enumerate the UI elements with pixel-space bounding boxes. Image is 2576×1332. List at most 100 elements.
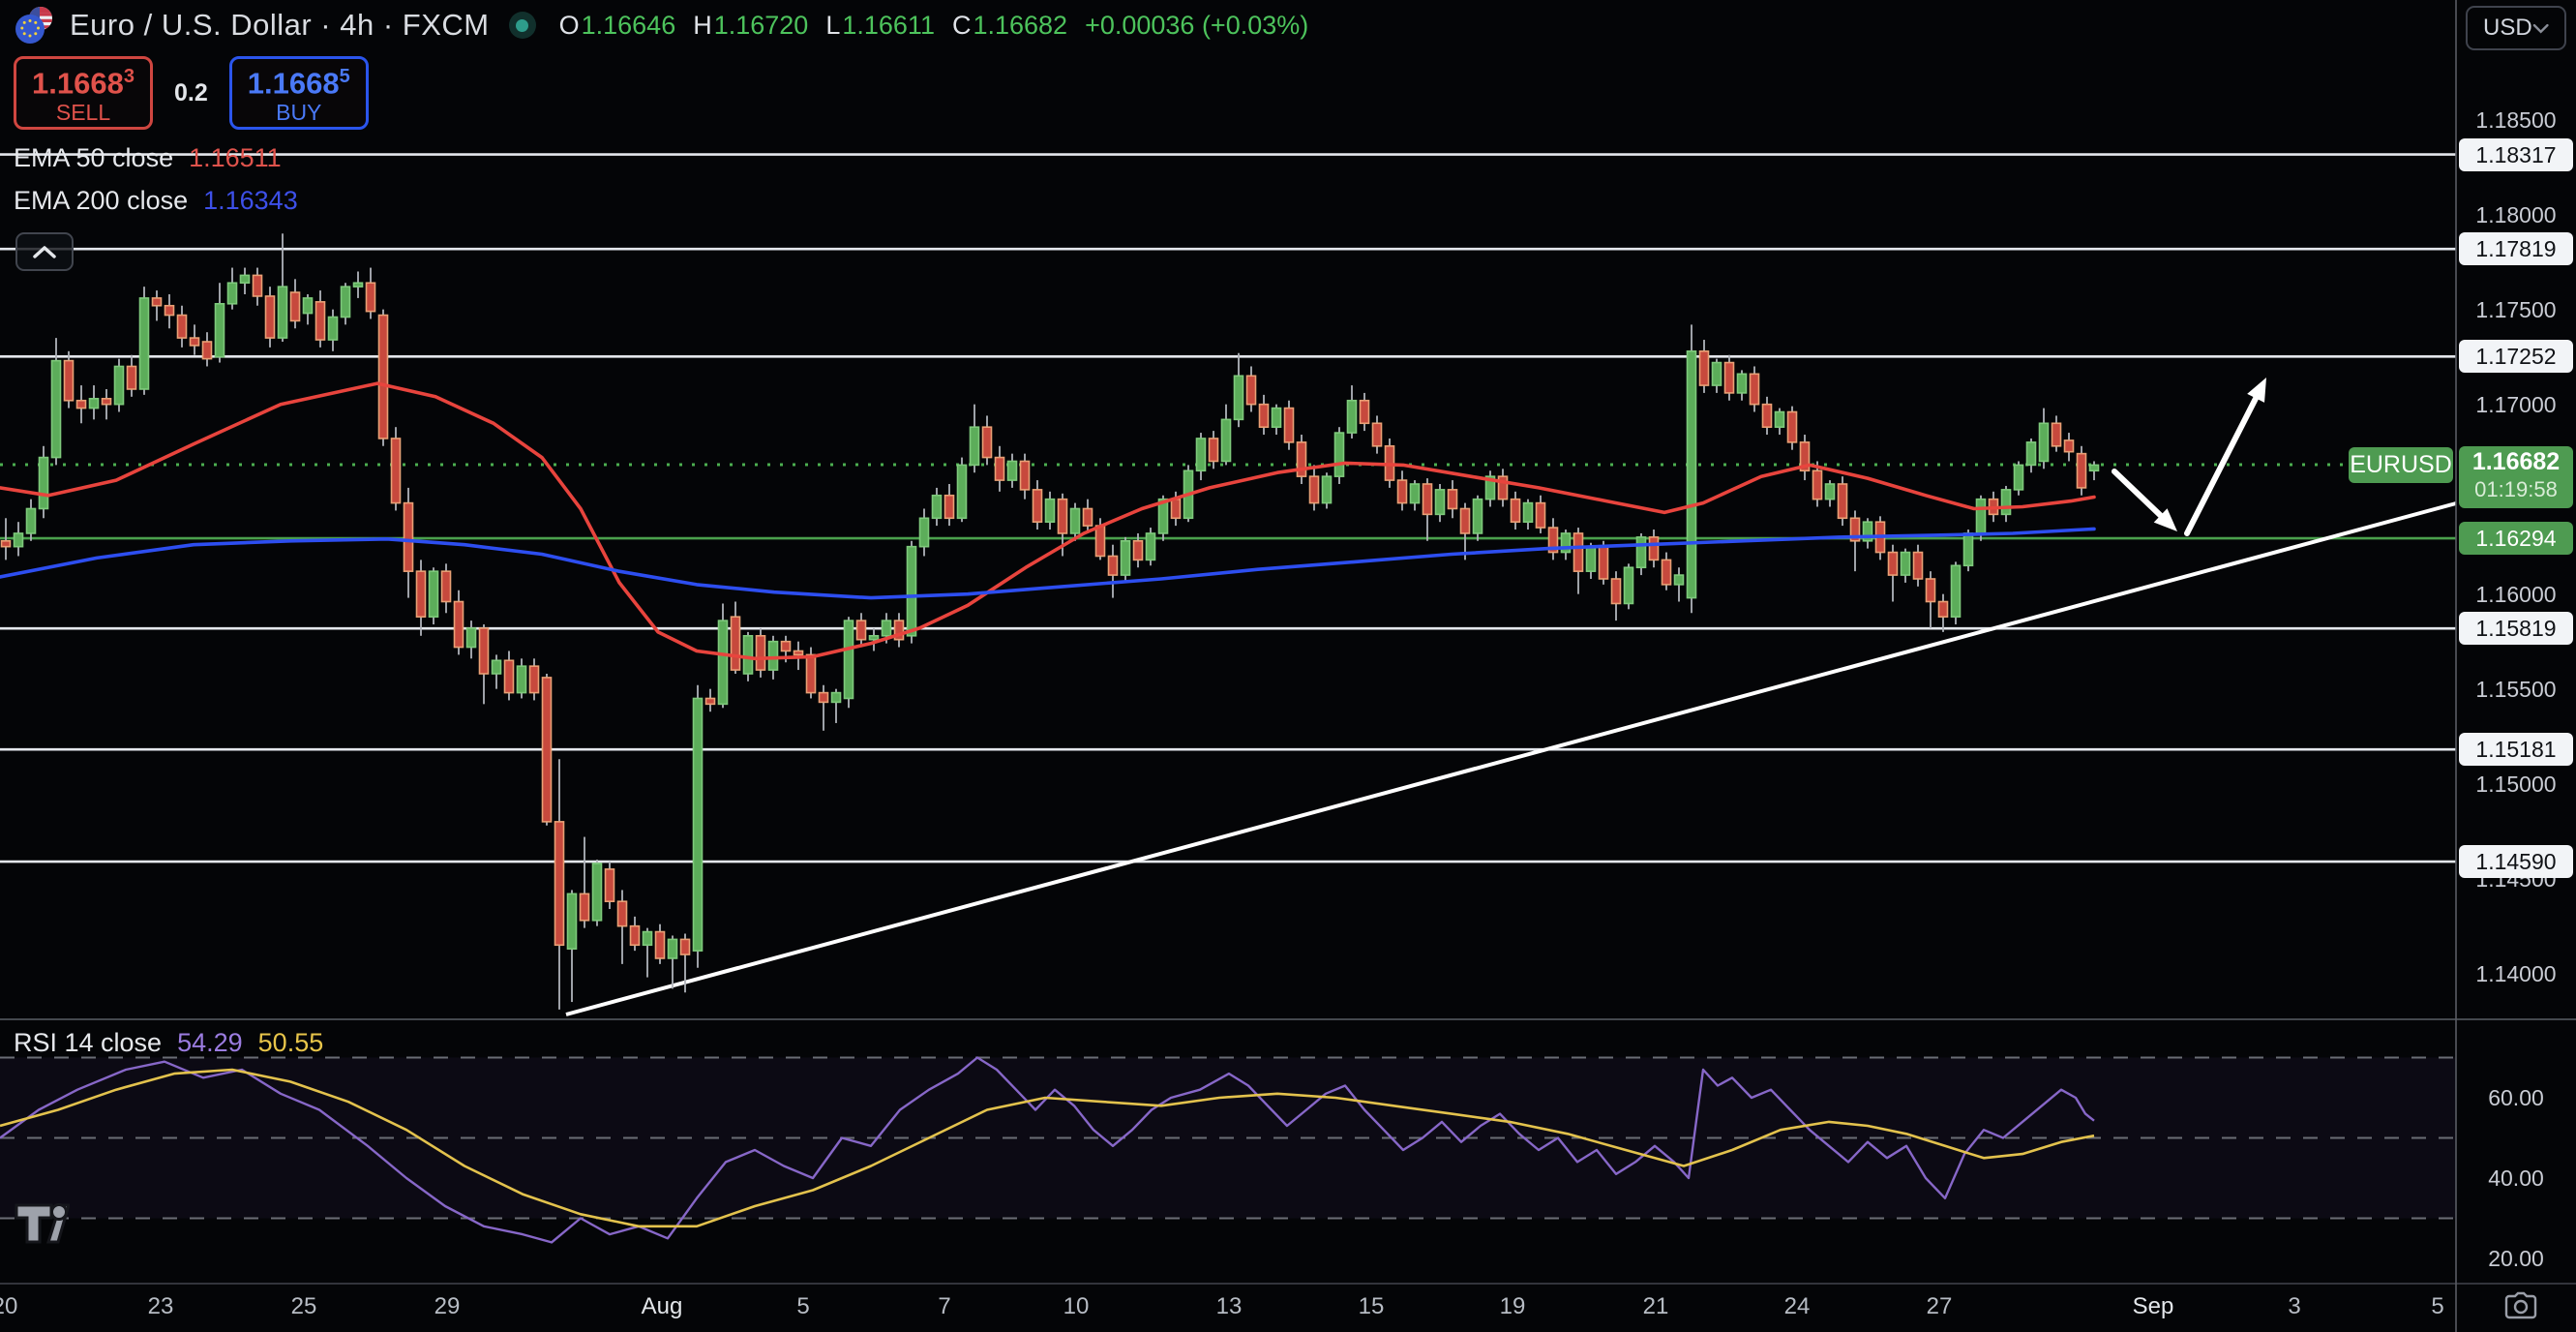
candle-body (1937, 600, 1949, 618)
candle-body (2013, 464, 2024, 491)
candle-body (126, 365, 137, 390)
candle-body (214, 302, 225, 358)
candle-body (1598, 545, 1609, 580)
candle-body (478, 627, 490, 675)
time-tick: 20 (0, 1293, 18, 1319)
candle-body (2076, 452, 2087, 489)
tradingview-logo-icon[interactable] (14, 1202, 71, 1250)
candle-body (667, 938, 678, 959)
candle-body (1786, 410, 1798, 443)
market-status-icon[interactable] (508, 12, 536, 39)
candle-body (2025, 441, 2037, 467)
candle-body (1006, 460, 1018, 481)
candle-body (1648, 536, 1660, 561)
candle-body (1774, 410, 1785, 428)
candle-body (0, 539, 12, 548)
candle-body (428, 570, 439, 618)
candle-body (830, 691, 842, 704)
close-value: 1.16682 (973, 10, 1068, 40)
candle-body (855, 620, 867, 641)
candle-body (252, 274, 263, 297)
rsi-tick: 40.00 (2488, 1166, 2544, 1191)
time-tick: 25 (290, 1293, 317, 1319)
candle-body (226, 282, 238, 305)
price-tick: 1.15000 (2475, 771, 2557, 797)
candle-body (2038, 422, 2050, 463)
candle-body (1472, 498, 1483, 534)
screenshot-camera-icon[interactable] (2504, 1291, 2537, 1325)
time-tick: 29 (434, 1293, 461, 1319)
candle-body (1195, 438, 1207, 472)
rsi-line (0, 1056, 2095, 1244)
candle-body (503, 659, 515, 694)
time-tick: 27 (1926, 1293, 1953, 1319)
collapse-legend-button[interactable] (15, 232, 74, 271)
candle-body (1359, 399, 1370, 425)
time-tick: 3 (2288, 1293, 2301, 1319)
trendline (565, 501, 2457, 1016)
ema50-legend[interactable]: EMA 50 close 1.16511 (14, 143, 282, 172)
candle-body (352, 282, 364, 288)
ema200-legend[interactable]: EMA 200 close 1.16343 (14, 186, 298, 215)
candle-body (931, 494, 943, 520)
candle-body (13, 532, 24, 548)
candle-body (1484, 475, 1496, 500)
candle-body (315, 301, 326, 341)
candle-body (1120, 539, 1131, 576)
candle-body (843, 620, 854, 700)
bar-countdown: 01:19:58 (2474, 477, 2558, 501)
symbol-title[interactable]: Euro / U.S. Dollar · 4h · FXCM (70, 8, 490, 42)
level-price-label: 1.15181 (2459, 733, 2573, 767)
candle-body (1032, 489, 1043, 523)
candle-body (528, 665, 540, 694)
sell-button[interactable]: 1.16683 SELL (14, 56, 153, 130)
currency-selector[interactable]: USD (2466, 6, 2566, 50)
candle-body (327, 316, 339, 341)
candle-body (881, 620, 892, 637)
candle-body (365, 282, 376, 313)
candle-body (1635, 536, 1647, 569)
symbol-header: Euro / U.S. Dollar · 4h · FXCM O 1.16646 … (14, 6, 1308, 45)
candle-body (138, 297, 150, 390)
candle-body (1698, 349, 1710, 386)
candle-body (1422, 483, 1433, 516)
price-tick: 1.18000 (2475, 201, 2557, 227)
change-value: +0.00036 (+0.03%) (1085, 10, 1309, 40)
candle-body (390, 438, 402, 504)
candle-body (1962, 532, 1974, 567)
candle-body (264, 295, 276, 339)
buy-button[interactable]: 1.16685 BUY (228, 56, 369, 130)
candle-body (554, 821, 565, 947)
candle-body (1069, 507, 1081, 534)
candle-body (302, 297, 314, 315)
level-price-label: 1.17819 (2459, 232, 2573, 266)
candle-body (1560, 532, 1572, 554)
candle-body (1220, 418, 1232, 463)
ema50-line (0, 381, 2096, 661)
candle-body (340, 286, 351, 318)
candle-body (1233, 375, 1244, 421)
candle-body (1510, 498, 1521, 523)
candle-body (113, 365, 125, 406)
candle-body (805, 653, 817, 694)
candle-body (1170, 498, 1182, 520)
rsi-legend[interactable]: RSI 14 close 54.29 50.55 (14, 1028, 324, 1057)
candle-body (629, 924, 641, 947)
high-value: 1.16720 (713, 10, 809, 40)
price-tick: 1.17000 (2475, 391, 2557, 417)
rsi-value: 54.29 (177, 1028, 243, 1057)
candle-body (1157, 498, 1169, 534)
arrow-shaft (2112, 469, 2164, 519)
price-tick: 1.18500 (2475, 106, 2557, 133)
time-tick: 21 (1642, 1293, 1669, 1319)
candle-body (1673, 574, 1685, 586)
candle-body (1723, 361, 1735, 394)
candle-body (1459, 507, 1471, 534)
time-tick: Aug (641, 1293, 683, 1319)
rsi-ma-value: 50.55 (257, 1028, 324, 1057)
candle-body (1661, 559, 1672, 586)
candle-body (289, 291, 301, 322)
arrow-shaft (2184, 395, 2260, 536)
candle-body (1925, 578, 1936, 603)
